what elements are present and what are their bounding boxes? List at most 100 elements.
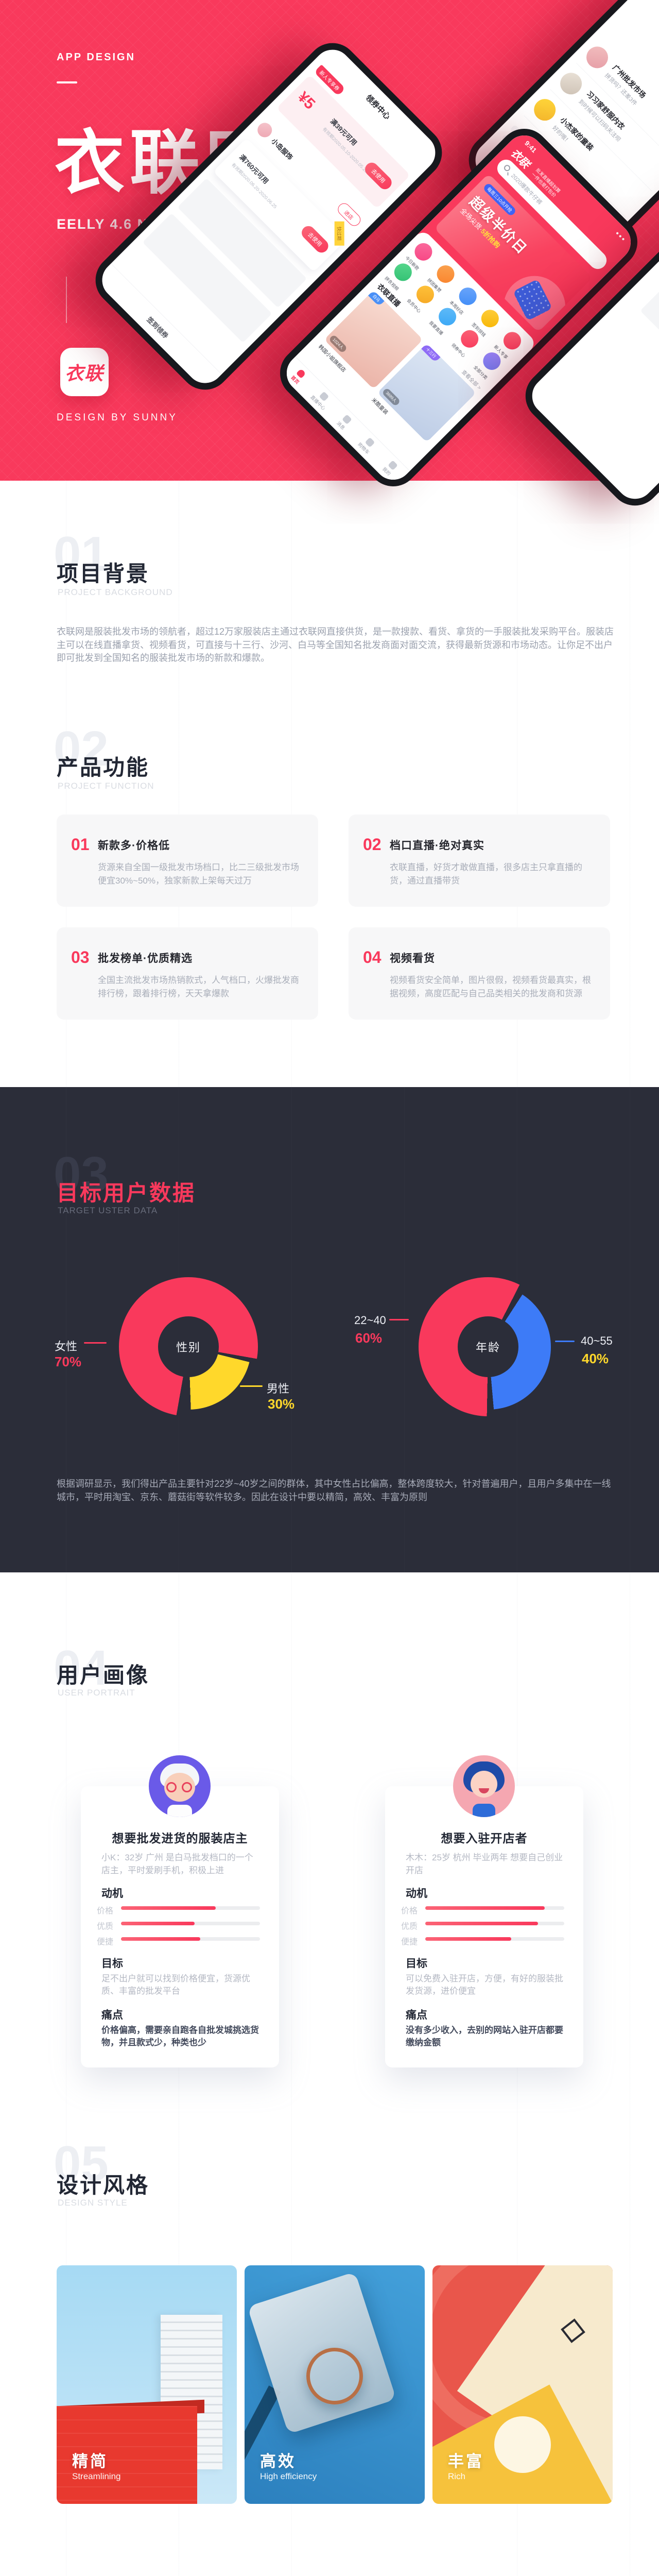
red-wall-graphic [57,2406,197,2504]
persona-avatar-shop-owner [149,1755,211,1817]
coupon-amount: ¥5 [294,88,319,113]
feature-body: 全国主流批发市场热销款式，人气档口，火爆批发商排行榜，跟着排行榜，天天拿爆款 [98,975,299,998]
avatar [556,68,586,99]
legend-dash-female [84,1342,107,1344]
style-name-en: Rich [448,2471,466,2481]
persona-title: 想要批发进货的服装店主 [112,1832,248,1845]
section-subtitle: PROJECT BACKGROUND [58,587,173,597]
weekly-shops-icon [455,284,480,309]
feature-body: 视频看货安全简单，图片很假，视频看货最真实，根据视频，高度匹配与自己品类相关的批… [390,975,591,998]
new-arrivals-icon [411,239,436,264]
feature-title: 档口直播·绝对真实 [390,840,484,852]
feature-card: 01 新款多·价格低 货源来自全国一级批发市场档口，比二三级批发市场便宜30%~… [57,815,318,907]
style-card-high-efficiency: 高效 High efficiency [245,2265,425,2504]
hero-kicker: APP DESIGN [57,52,135,63]
section-subtitle: USER PORTRAIT [58,1688,135,1698]
app-logo: 衣联 [60,348,109,396]
gender-donut-chart: 性别 [119,1277,258,1416]
legend-value-female: 70% [55,1354,82,1369]
style-name-cn: 精简 [72,2452,108,2470]
use-coupon-button[interactable]: 去使用 [362,160,394,192]
basketball-hoop-graphic [306,2348,363,2404]
hoop-pole-graphic [245,2385,281,2504]
section-ghost-number: 01 [54,527,109,582]
group-buy-icon [433,261,458,286]
avatar [582,42,613,73]
white-circle-graphic [494,2416,551,2473]
use-coupon-button[interactable]: 去使用 [299,223,331,256]
goal-text: 足不出户就可以找到价格便宜，货源优质、丰富的批发平台 [101,1974,250,1996]
age-donut-chart: 年龄 [419,1277,558,1416]
section-subtitle: DESIGN STYLE [58,2198,128,2208]
hero-vertical-line [66,277,67,323]
motivation-heading: 动机 [406,1888,427,1900]
hero-credit: DESIGN BY SUNNY [57,412,178,423]
avatar-face [471,1771,497,1798]
live-center-icon [319,391,330,402]
slider-fill [121,1937,200,1941]
check-in-icon [477,306,502,331]
section-ghost-number: 04 [54,1640,109,1696]
shop-name: 小岛服饰 [270,137,294,162]
newcomer-icon [499,328,525,353]
slider[interactable] [425,1906,564,1910]
persona-description: 木木：25岁 杭州 毕业两年 想要自己创业开店 [406,1853,563,1875]
slider-label: 便捷 [401,1938,418,1946]
legend-dash-22-40 [389,1319,409,1320]
persona-title: 想要入驻开店者 [441,1832,528,1845]
shop-avatar [254,120,275,141]
goal-heading: 目标 [406,1958,427,1970]
persona-card: 想要批发进货的服装店主 小K：32岁 广州 是白马批发档口的一个店主，平时爱刷手… [81,1786,279,2067]
messages-icon [342,414,352,425]
slider-label: 优质 [401,1922,418,1931]
target-user-note: 根据调研显示，我们得出产品主要针对22岁~40岁之间的群体，其中女性占比偏高，整… [57,1479,611,1502]
feature-title: 批发榜单·优质精选 [98,953,193,964]
profile-icon [387,460,398,470]
section-title-project-background: 项目背景 [57,562,150,586]
search-icon [502,163,512,173]
avatar-glasses-icon [182,1782,192,1792]
style-name-cn: 丰富 [448,2452,484,2470]
slider-label: 价格 [401,1907,418,1916]
section-ghost-number: 03 [54,1147,109,1202]
feature-number: 04 [363,948,381,967]
section-subtitle: TARGET USTER DATA [58,1206,158,1215]
gender-donut-center-label: 性别 [158,1316,219,1378]
feature-body: 货源来自全国一级批发市场档口，比二三级批发市场便宜30%~50%，独家新款上架每… [98,862,299,886]
feature-title: 视频看货 [390,953,435,964]
placeholder-product [640,285,659,398]
legend-label-22-40: 22~40 [354,1314,386,1327]
feature-number: 03 [71,948,90,967]
motivation-heading: 动机 [101,1888,123,1900]
legend-dash-40-55 [555,1341,575,1342]
target-user-data-section: 03 目标用户数据 TARGET USTER DATA 性别 女性 70% 男性… [0,1087,659,1572]
project-background-body: 衣联网是服装批发市场的领航者，超过12万家服装店主通过衣联网直接供货，是一款搜款… [57,626,614,663]
section-ghost-number: 02 [54,721,109,776]
slider[interactable] [425,1937,564,1941]
section-ghost-number: 05 [54,2136,109,2191]
avatar-glasses-icon [166,1782,177,1792]
style-card-streamlining: 精简 Streamlining [57,2265,237,2504]
feature-card: 03 批发榜单·优质精选 全国主流批发市场热销款式，人气档口，火爆批发商排行榜，… [57,927,318,1020]
slider[interactable] [121,1922,260,1925]
goal-heading: 目标 [101,1958,123,1970]
viewer-count-badge: 3699人 [381,387,401,407]
legend-value-male: 30% [268,1396,295,1412]
pain-heading: 痛点 [406,2009,427,2021]
feature-body: 衣联直播，好货才敢做直播，很多店主只拿直播的货，通过直播带货 [390,862,582,886]
avatar [529,94,560,125]
slider[interactable] [121,1906,260,1910]
avatar-smile [479,1788,489,1793]
legend-dash-male [240,1385,263,1387]
slider[interactable] [425,1922,564,1925]
slider-label: 价格 [97,1907,114,1916]
app-logo-text: 衣联 [64,363,104,384]
feature-number: 02 [363,835,381,854]
slider-fill [425,1922,538,1925]
slider[interactable] [121,1937,260,1941]
style-name-en: Streamlining [72,2471,121,2481]
goal-text: 可以免费入驻开店，方便，有好的服装批发货源，进价便宜 [406,1974,563,1996]
avatar-shirt [167,1805,192,1817]
slider-fill [121,1922,195,1925]
